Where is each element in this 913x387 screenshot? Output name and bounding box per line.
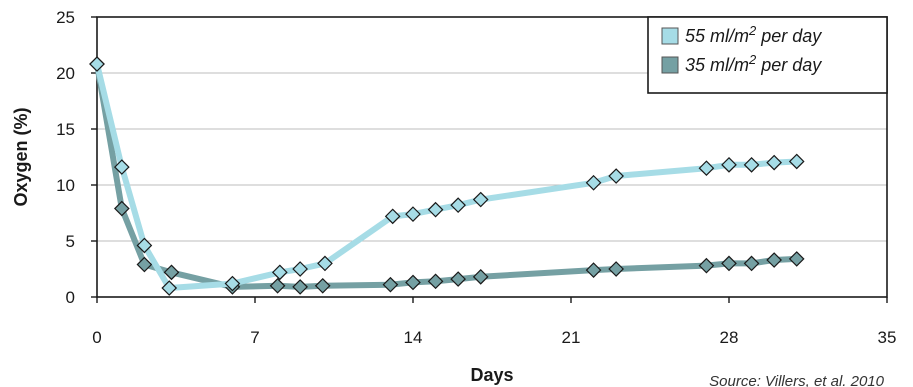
data-point [766, 252, 782, 268]
data-point [472, 268, 489, 285]
legend-swatch-0 [661, 27, 679, 45]
y-tick-label: 5 [66, 232, 75, 251]
data-point [608, 261, 624, 277]
x-tick-label: 21 [562, 328, 581, 347]
series-line-0 [94, 61, 800, 291]
data-point [585, 174, 602, 191]
data-point [698, 257, 715, 274]
x-axis-title: Days [470, 365, 513, 385]
data-point [89, 56, 105, 72]
data-point [384, 208, 401, 225]
x-tick-label: 28 [720, 328, 739, 347]
legend-label-0: 55 ml/m2 per day [685, 23, 822, 46]
legend-swatch-1 [661, 56, 679, 74]
data-point [450, 271, 466, 287]
legend-label-1: 35 ml/m2 per day [685, 52, 822, 75]
plot-frame [96, 16, 888, 298]
data-point [405, 274, 421, 291]
source-note: Source: Villers, et al. 2010 [709, 373, 884, 387]
data-point [721, 255, 737, 272]
data-point [427, 273, 444, 290]
data-point [269, 277, 286, 294]
data-point [163, 264, 180, 281]
data-point [788, 251, 805, 267]
legend-label-superscript: 2 [748, 23, 757, 38]
x-tick-label: 0 [92, 328, 101, 347]
data-point [405, 206, 421, 222]
data-point [314, 277, 331, 294]
y-axis-title: Oxygen (%) [11, 107, 31, 206]
legend-label-suffix: per day [756, 55, 822, 75]
legend-label-prefix: 35 ml/m [685, 55, 749, 75]
data-point [224, 275, 241, 292]
axis-ticks: 0 5 10 15 20 25 0 7 14 21 28 35 [56, 8, 896, 347]
data-point [788, 153, 805, 170]
y-tick-label: 25 [56, 8, 75, 27]
data-point [450, 197, 466, 214]
y-tick-label: 0 [66, 288, 75, 307]
series-0 [89, 56, 805, 296]
data-point [292, 261, 308, 277]
y-tick-label: 15 [56, 120, 75, 139]
data-point [292, 279, 308, 295]
data-point [136, 256, 153, 273]
data-point [698, 160, 715, 177]
data-point [161, 280, 178, 296]
legend-label-superscript: 2 [748, 52, 757, 67]
x-tick-label: 14 [404, 328, 423, 347]
data-point [743, 255, 760, 272]
data-point [317, 255, 333, 272]
data-point [113, 159, 130, 175]
data-point [382, 276, 399, 293]
legend-label-prefix: 55 ml/m [685, 26, 749, 46]
legend-label-suffix: per day [756, 26, 822, 46]
x-tick-label: 7 [250, 328, 259, 347]
y-tick-label: 20 [56, 64, 75, 83]
data-point [721, 156, 737, 173]
x-tick-label: 35 [878, 328, 897, 347]
series-1 [89, 56, 805, 295]
data-point [608, 168, 624, 184]
y-tick-label: 10 [56, 176, 75, 195]
legend-box [647, 16, 888, 94]
data-point [743, 156, 760, 173]
data-point [136, 237, 153, 254]
data-point [113, 200, 130, 217]
data-point [585, 262, 602, 278]
series-line-1 [94, 61, 800, 290]
data-point [472, 191, 489, 208]
data-point [766, 154, 782, 171]
gridlines [97, 72, 887, 242]
data-point [427, 201, 444, 218]
data-point [271, 264, 288, 281]
